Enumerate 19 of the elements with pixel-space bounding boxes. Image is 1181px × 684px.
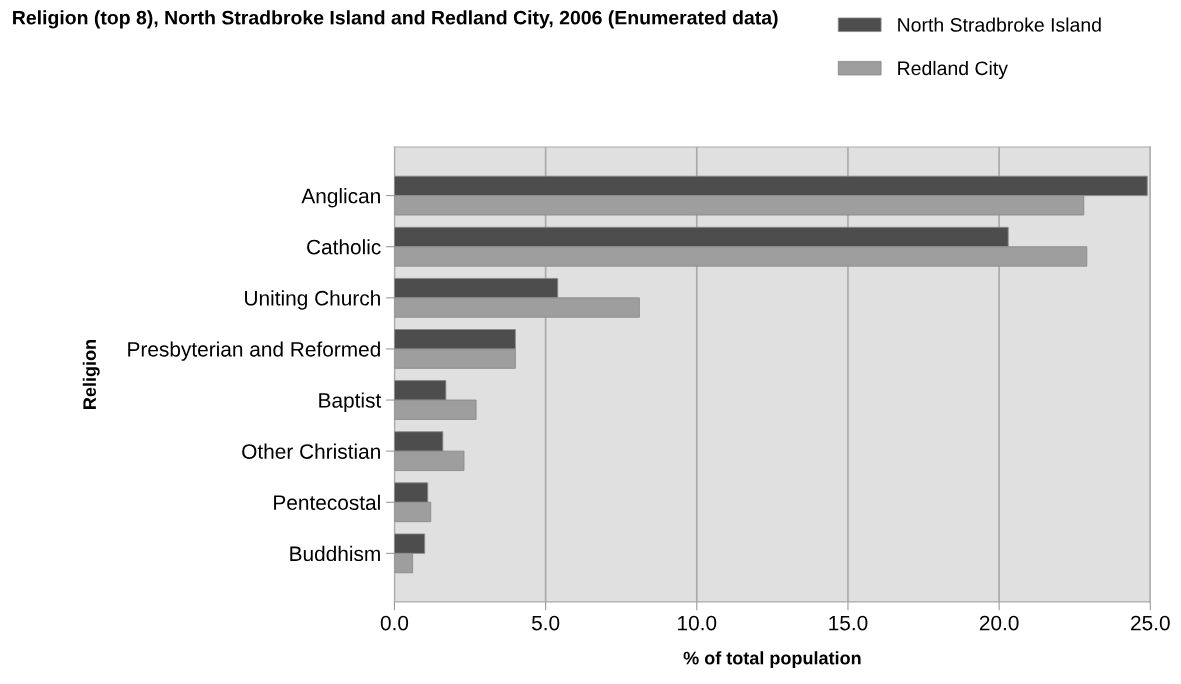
x-tick-label: 25.0 <box>1131 615 1170 631</box>
x-tick-label: 0.0 <box>380 615 409 631</box>
y-tick-label: Pentecostal <box>274 494 380 511</box>
y-tick-label: Catholic <box>307 239 381 255</box>
y-tick-label: Other Christian <box>242 443 380 459</box>
y-tick-label: Baptist <box>319 392 382 412</box>
legend-label: Redland City <box>898 60 1008 80</box>
x-tick-label: 5.0 <box>531 615 560 631</box>
x-axis-title: % of total population <box>683 651 861 669</box>
y-tick-label: Presbyterian and Reformed <box>128 341 380 361</box>
y-axis-title: Religion <box>82 340 100 409</box>
x-tick-label: 20.0 <box>979 615 1019 631</box>
legend-label: North Stradbroke Island <box>898 17 1101 32</box>
x-tick-label: 15.0 <box>829 615 868 631</box>
chart-title: Religion (top 8), North Stradbroke Island and Redland City, 2006 (Enumerated data) <box>13 10 778 29</box>
x-tick-label: 10.0 <box>678 615 717 631</box>
y-tick-label: Buddhism <box>290 545 380 562</box>
y-tick-label: Anglican <box>301 188 380 208</box>
y-tick-label: Uniting Church <box>245 290 380 310</box>
